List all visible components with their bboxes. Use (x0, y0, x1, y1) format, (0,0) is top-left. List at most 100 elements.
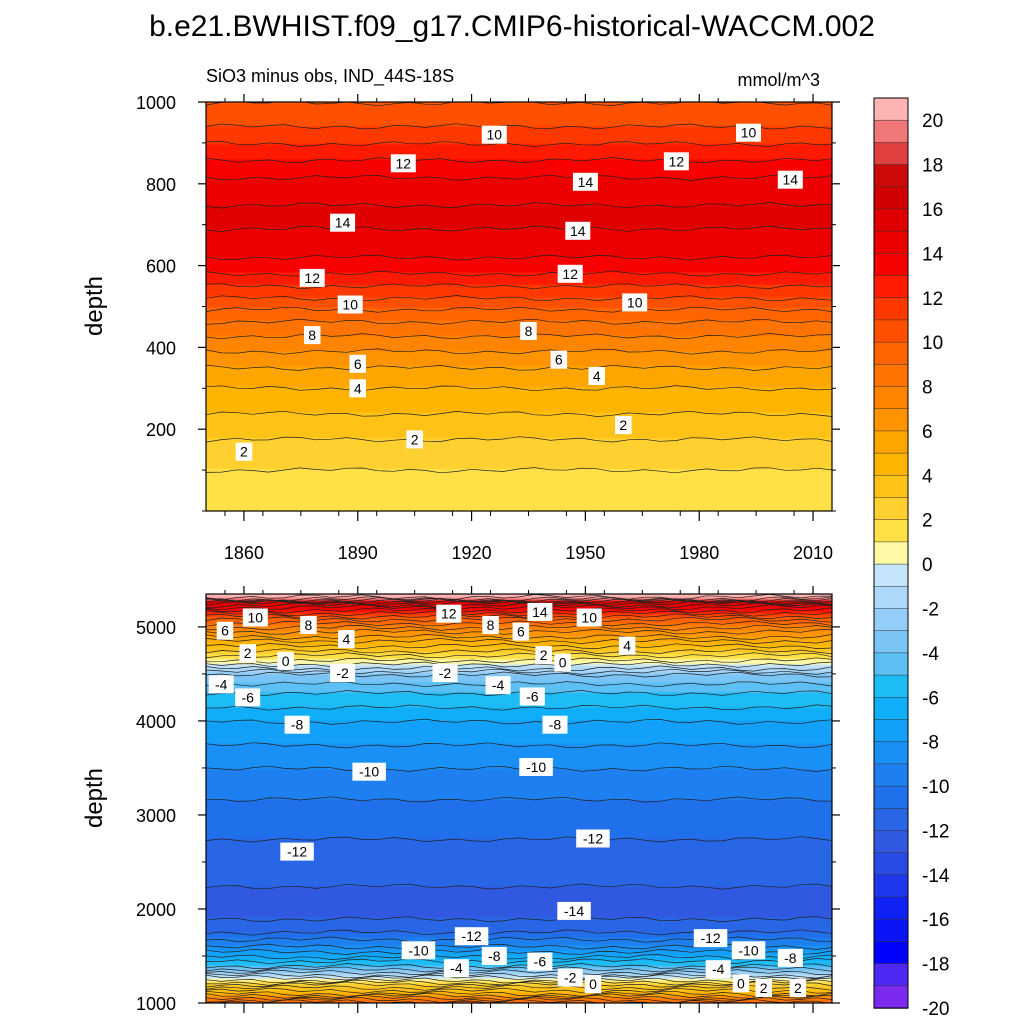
contour-line (206, 681, 832, 688)
colorbar-label: -18 (922, 955, 949, 976)
contour-label-text: -4 (215, 676, 228, 692)
colorbar-swatch (873, 896, 909, 920)
colorbar-label: -12 (922, 821, 949, 842)
subtitle-left: SiO3 minus obs, IND_44S-18S (206, 66, 454, 87)
contour-label-text: 4 (354, 380, 362, 396)
contour-label: 0 (277, 651, 294, 670)
contour-label: 2 (755, 979, 772, 997)
contour-line (214, 998, 829, 1003)
contour-label: 6 (216, 621, 234, 640)
contour-label: 8 (304, 326, 321, 345)
contour-line (206, 661, 832, 668)
colorbar-swatch (873, 697, 909, 721)
contour-label: -2 (432, 664, 458, 682)
contour-label: -8 (542, 715, 568, 734)
contour-label-text: 2 (760, 980, 768, 996)
contour-label: -2 (330, 664, 356, 682)
colorbar-swatch (873, 519, 909, 543)
contour-line (206, 594, 832, 601)
y-tick-label: 3000 (136, 806, 176, 826)
y-tick-label: 400 (146, 338, 176, 358)
contour-label-text: -12 (583, 831, 603, 847)
contour-label: 12 (557, 264, 583, 283)
contour-label-text: -12 (700, 930, 720, 946)
x-tick-label: 1980 (679, 543, 719, 563)
colorbar-label: -14 (922, 866, 950, 887)
contour-line (206, 796, 832, 803)
chart-title: b.e21.BWHIST.f09_g17.CMIP6-historical-WA… (149, 10, 875, 43)
contour-line (206, 597, 832, 603)
contour-label-text: 14 (335, 215, 351, 231)
contour-line (206, 141, 832, 148)
contour-label-text: 10 (487, 127, 503, 143)
contour-line (206, 936, 832, 943)
contour-line (206, 604, 832, 611)
upper-panel: 2 2 2 4 4 6 6 8 8 10 10 12 12 14 14 14 14 12 12 10 10 200 400… (81, 93, 840, 563)
colorbar-label: -16 (922, 910, 949, 931)
contour-label: 2 (535, 646, 552, 665)
contour-line (206, 765, 832, 772)
colorbar-label: 20 (922, 111, 943, 132)
colorbar-swatch (873, 830, 909, 854)
contour-label: 14 (330, 213, 356, 232)
contour-label-text: -8 (291, 717, 304, 733)
y-tick-label: 1000 (136, 994, 176, 1014)
colorbar-frame (873, 97, 909, 1009)
colorbar-swatch (873, 563, 909, 588)
contour-line (206, 929, 832, 936)
colorbar-swatch (873, 874, 909, 898)
contour-label: 2 (406, 430, 423, 449)
contour-label: -8 (284, 715, 310, 734)
colorbar-swatch (873, 475, 909, 499)
colorbar-swatch (873, 586, 909, 610)
contour-line (206, 987, 832, 994)
colorbar-swatch (873, 119, 909, 144)
contour-label: -10 (519, 758, 553, 776)
contour-line (206, 953, 832, 960)
contour-label-text: 12 (304, 270, 320, 286)
contour-line (206, 348, 832, 355)
contour-label: -6 (519, 687, 545, 706)
contour-label: -12 (454, 927, 489, 946)
colorbar-label: 2 (922, 511, 933, 532)
contour-line (206, 602, 832, 609)
contour-line (206, 157, 832, 163)
y-tick-label: 4000 (136, 712, 176, 732)
colorbar-swatch (873, 430, 909, 454)
contour-label-text: 2 (540, 647, 548, 663)
x-tick-label: 1950 (565, 543, 605, 563)
contour-label: 0 (554, 653, 571, 672)
contour-label-text: 2 (794, 980, 802, 996)
contour-label: -6 (235, 688, 261, 707)
contour-label: 12 (390, 154, 416, 173)
colorbar-swatch (873, 963, 909, 987)
contour-label: -12 (576, 829, 610, 848)
colorbar-label: 18 (922, 156, 943, 177)
contour-label-text: 12 (396, 155, 412, 171)
colorbar-swatch (873, 807, 909, 832)
contour-label: -10 (401, 941, 436, 960)
colorbar-swatch (873, 652, 909, 676)
contour-label-text: 2 (411, 431, 419, 447)
contour-label-text: 10 (581, 610, 597, 626)
y-tick-label: 800 (146, 175, 176, 195)
colorbar-swatch (873, 608, 909, 632)
contour-line (206, 704, 832, 711)
contour-label: 6 (349, 354, 366, 373)
contour-label-text: 14 (783, 172, 799, 188)
contour-label: -12 (693, 929, 728, 948)
contour-label-text: 14 (532, 604, 548, 620)
colorbar-label: 14 (922, 244, 944, 265)
contour-label-text: 12 (562, 266, 578, 282)
colorbar-label: -8 (922, 733, 939, 754)
contour-label: 0 (732, 974, 750, 993)
contour-line (206, 990, 832, 997)
contour-label: 2 (615, 416, 632, 435)
contour-label: 14 (572, 172, 598, 191)
colorbar-swatch (873, 386, 909, 410)
colorbar-swatch (873, 253, 909, 277)
contour-line (206, 671, 832, 678)
contour-line (206, 318, 832, 325)
